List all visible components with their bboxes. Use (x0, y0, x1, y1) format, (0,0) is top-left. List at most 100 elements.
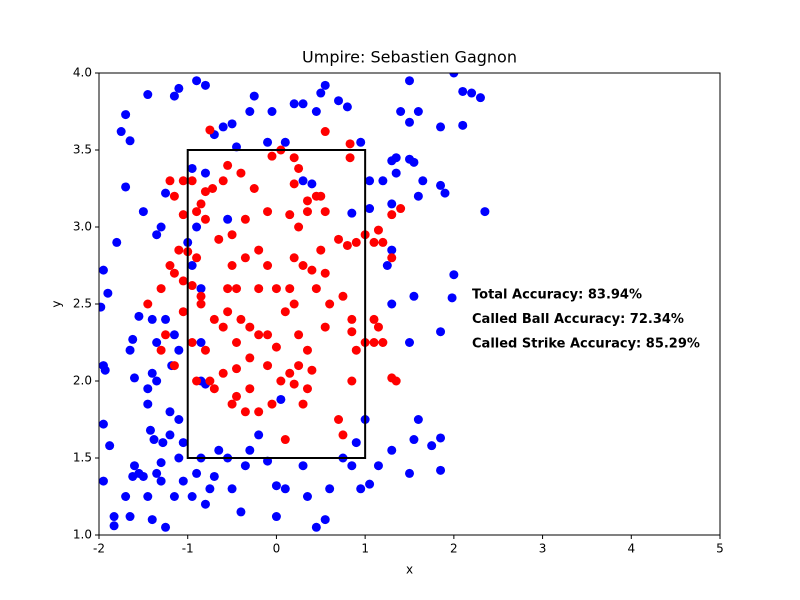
point (209, 384, 219, 394)
point (214, 234, 224, 244)
point (325, 484, 335, 494)
point (409, 435, 419, 445)
point (436, 180, 446, 190)
point (169, 268, 179, 278)
point (254, 430, 264, 440)
point (128, 334, 138, 344)
point (436, 327, 446, 337)
point (289, 179, 299, 189)
point (413, 191, 423, 201)
point (267, 399, 277, 409)
point (149, 435, 159, 445)
point (276, 376, 286, 386)
point (334, 96, 344, 106)
point (351, 237, 361, 247)
point (147, 314, 157, 324)
point (289, 153, 299, 163)
point (178, 210, 188, 220)
point (105, 441, 115, 451)
point (125, 136, 135, 146)
point (152, 338, 162, 347)
point (449, 73, 459, 78)
point (125, 345, 135, 355)
point (169, 492, 179, 501)
point (205, 125, 215, 135)
point (382, 261, 392, 270)
x-tick-label: 5 (716, 542, 724, 556)
point (280, 137, 290, 147)
point (285, 368, 295, 378)
point (289, 299, 299, 309)
point (196, 284, 206, 294)
point (99, 265, 108, 275)
point (391, 168, 401, 178)
point (192, 376, 202, 386)
point (409, 291, 419, 301)
point (365, 204, 375, 214)
point (143, 299, 153, 309)
point (263, 137, 273, 147)
point (302, 492, 312, 501)
point (342, 240, 352, 250)
point (276, 394, 286, 404)
point (254, 407, 264, 417)
point (156, 222, 166, 232)
point (294, 361, 304, 371)
point (147, 368, 157, 378)
point (223, 160, 233, 170)
point (413, 415, 423, 424)
point (174, 453, 184, 463)
point (187, 281, 197, 291)
point (345, 139, 355, 149)
point (121, 110, 131, 120)
point (169, 361, 179, 371)
point (169, 330, 179, 340)
point (143, 90, 153, 100)
y-tick-label: 2.0 (73, 374, 92, 388)
point (396, 204, 406, 214)
point (208, 184, 218, 193)
point (178, 307, 188, 317)
point (405, 76, 414, 86)
x-tick-label: -1 (182, 542, 194, 556)
point (387, 253, 397, 263)
y-tick-label: 3.5 (73, 143, 92, 157)
point (316, 191, 326, 201)
point (338, 291, 348, 301)
point (267, 107, 277, 116)
y-tick-label: 4.0 (73, 66, 92, 80)
strike-zone (186, 149, 367, 459)
point (236, 314, 246, 324)
point (316, 245, 326, 255)
point (280, 307, 290, 317)
point (192, 222, 202, 232)
point (373, 225, 383, 235)
point (232, 364, 242, 374)
x-tick-label: 3 (539, 542, 547, 556)
point (298, 461, 308, 471)
point (165, 176, 175, 186)
point (320, 268, 330, 278)
point (125, 512, 135, 522)
point (263, 361, 273, 371)
point (449, 270, 459, 280)
point (192, 76, 202, 86)
point (378, 338, 388, 347)
point (138, 471, 148, 481)
annotation: Total Accuracy: 83.94% (472, 288, 642, 303)
point (109, 521, 119, 531)
point (298, 99, 308, 109)
point (467, 88, 477, 98)
point (187, 338, 197, 347)
point (214, 445, 224, 455)
point (289, 379, 299, 389)
plot-area (99, 73, 490, 532)
annotation: Called Ball Accuracy: 72.34% (472, 312, 684, 327)
point (196, 199, 206, 209)
x-tick-label: 4 (627, 542, 635, 556)
point (351, 438, 361, 448)
point (236, 507, 246, 517)
point (263, 330, 273, 340)
point (218, 322, 228, 332)
